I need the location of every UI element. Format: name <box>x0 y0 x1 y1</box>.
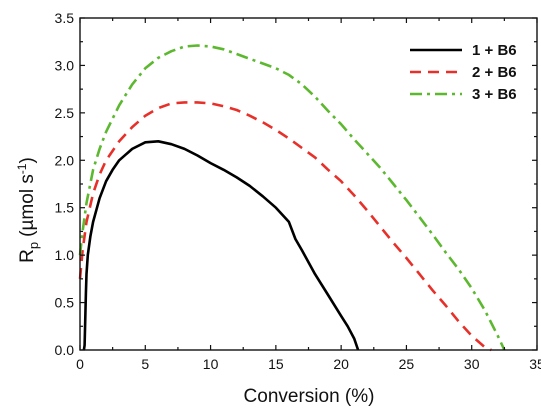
y-tick-label: 0.0 <box>55 342 75 358</box>
legend-label-2: 2 + B6 <box>472 64 517 81</box>
series-1-line <box>82 140 360 351</box>
x-tick-label: 25 <box>399 356 415 372</box>
plot-frame <box>79 17 538 351</box>
x-tick-label: 10 <box>203 356 219 372</box>
legend: 1 + B62 + B63 + B6 <box>410 42 517 103</box>
legend-label-number: 1 <box>472 42 480 59</box>
plot-area <box>78 44 506 352</box>
y-axis-title-unit-close: ) <box>17 157 38 163</box>
ticks: 0 5 10 15 20 25 30 35 0.0 0.5 1.0 1.5 2.0 2.5 3.0 3.5 <box>55 10 541 372</box>
x-tick-label: 20 <box>333 356 349 372</box>
x-axis-title-text: Conversion (%) <box>244 386 375 407</box>
series-3-line <box>78 44 506 351</box>
y-tick-label: 1.5 <box>55 200 75 216</box>
legend-label-1: 1 + B6 <box>472 42 517 59</box>
y-tick-label: 2.5 <box>55 105 75 121</box>
legend-label-number: 3 <box>472 86 480 103</box>
y-axis-title-sub: p <box>26 242 41 249</box>
x-tick-label: 15 <box>268 356 284 372</box>
y-tick-label: 1.0 <box>55 247 75 263</box>
x-tick-label: 0 <box>76 356 84 372</box>
x-tick-label: 5 <box>141 356 149 372</box>
x-tick-label: 30 <box>464 356 480 372</box>
y-axis-title-unit-sup: -1 <box>15 163 29 174</box>
legend-label-text: + B6 <box>480 42 516 59</box>
axes <box>79 17 538 351</box>
x-axis-title: Conversion (%) <box>244 386 375 407</box>
series-2-line <box>78 101 492 352</box>
y-axis-title-unit: (µmol s <box>17 174 38 237</box>
y-axis-title-main: R <box>17 249 38 263</box>
legend-label-3: 3 + B6 <box>472 86 517 103</box>
legend-label-number: 2 <box>472 64 480 81</box>
y-tick-label: 2.0 <box>55 152 75 168</box>
y-tick-label: 3.0 <box>55 57 75 73</box>
y-axis-title: Rp (µmol s-1) <box>15 157 41 263</box>
x-tick-label: 35 <box>529 356 541 372</box>
y-tick-label: 0.5 <box>55 295 75 311</box>
legend-label-text: + B6 <box>480 86 516 103</box>
legend-label-text: + B6 <box>480 64 516 81</box>
y-tick-label: 3.5 <box>55 10 75 26</box>
